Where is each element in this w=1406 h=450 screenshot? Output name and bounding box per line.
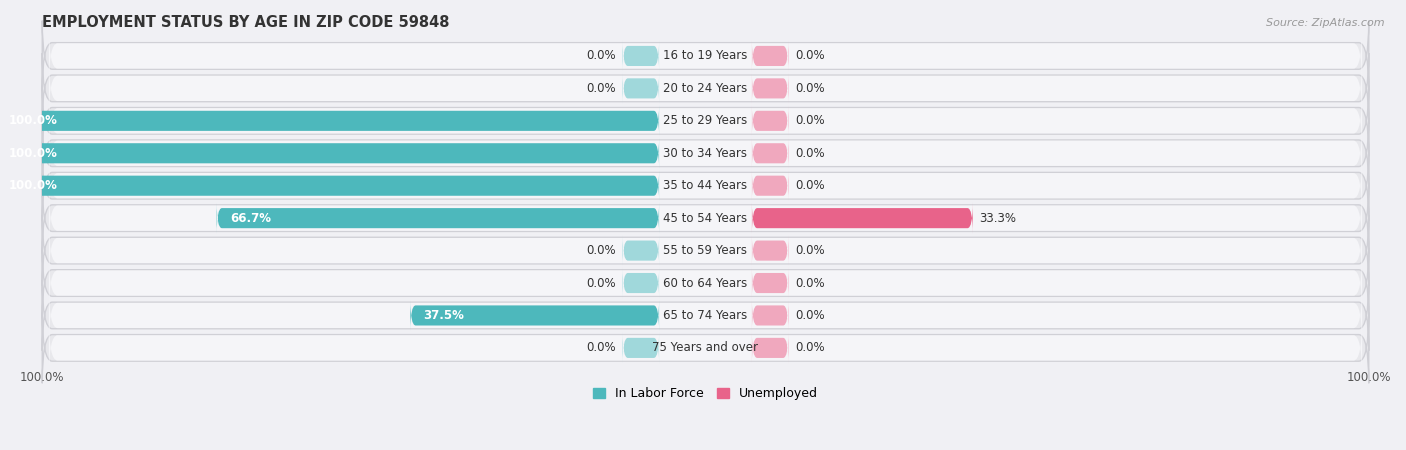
Text: 60 to 64 Years: 60 to 64 Years <box>664 276 748 289</box>
Text: 25 to 29 Years: 25 to 29 Years <box>664 114 748 127</box>
Text: 20 to 24 Years: 20 to 24 Years <box>664 82 748 95</box>
Text: 0.0%: 0.0% <box>586 342 616 355</box>
Text: 0.0%: 0.0% <box>794 114 825 127</box>
FancyBboxPatch shape <box>42 21 1369 91</box>
FancyBboxPatch shape <box>623 72 659 104</box>
FancyBboxPatch shape <box>217 202 659 234</box>
FancyBboxPatch shape <box>49 91 1362 150</box>
FancyBboxPatch shape <box>752 202 973 234</box>
Text: 35 to 44 Years: 35 to 44 Years <box>664 179 748 192</box>
Text: 0.0%: 0.0% <box>586 244 616 257</box>
Text: 0.0%: 0.0% <box>794 50 825 63</box>
Text: 0.0%: 0.0% <box>794 179 825 192</box>
Text: 33.3%: 33.3% <box>980 212 1017 225</box>
Text: 30 to 34 Years: 30 to 34 Years <box>664 147 748 160</box>
FancyBboxPatch shape <box>623 40 659 72</box>
FancyBboxPatch shape <box>49 59 1362 118</box>
Text: 0.0%: 0.0% <box>794 82 825 95</box>
Text: 55 to 59 Years: 55 to 59 Years <box>664 244 748 257</box>
FancyBboxPatch shape <box>49 189 1362 248</box>
FancyBboxPatch shape <box>42 313 1369 383</box>
Text: 0.0%: 0.0% <box>794 244 825 257</box>
FancyBboxPatch shape <box>752 105 789 137</box>
Text: 0.0%: 0.0% <box>586 50 616 63</box>
FancyBboxPatch shape <box>623 235 659 266</box>
FancyBboxPatch shape <box>49 286 1362 345</box>
FancyBboxPatch shape <box>752 267 789 299</box>
Text: 65 to 74 Years: 65 to 74 Years <box>664 309 748 322</box>
FancyBboxPatch shape <box>49 156 1362 215</box>
FancyBboxPatch shape <box>42 150 1369 221</box>
FancyBboxPatch shape <box>42 248 1369 319</box>
Text: 0.0%: 0.0% <box>794 342 825 355</box>
FancyBboxPatch shape <box>42 215 1369 286</box>
Text: 100.0%: 100.0% <box>8 179 58 192</box>
FancyBboxPatch shape <box>42 183 1369 253</box>
Text: 0.0%: 0.0% <box>794 276 825 289</box>
FancyBboxPatch shape <box>623 332 659 364</box>
FancyBboxPatch shape <box>752 332 789 364</box>
Text: 75 Years and over: 75 Years and over <box>652 342 758 355</box>
Text: 45 to 54 Years: 45 to 54 Years <box>664 212 748 225</box>
FancyBboxPatch shape <box>0 170 659 202</box>
Text: 37.5%: 37.5% <box>423 309 464 322</box>
Text: 100.0%: 100.0% <box>8 147 58 160</box>
Legend: In Labor Force, Unemployed: In Labor Force, Unemployed <box>588 382 823 405</box>
Text: 0.0%: 0.0% <box>586 82 616 95</box>
Text: 0.0%: 0.0% <box>794 309 825 322</box>
FancyBboxPatch shape <box>0 137 659 169</box>
FancyBboxPatch shape <box>42 280 1369 351</box>
FancyBboxPatch shape <box>752 235 789 266</box>
FancyBboxPatch shape <box>623 267 659 299</box>
FancyBboxPatch shape <box>0 105 659 137</box>
FancyBboxPatch shape <box>752 40 789 72</box>
Text: 16 to 19 Years: 16 to 19 Years <box>664 50 748 63</box>
FancyBboxPatch shape <box>49 319 1362 378</box>
FancyBboxPatch shape <box>49 27 1362 86</box>
FancyBboxPatch shape <box>411 300 659 331</box>
FancyBboxPatch shape <box>49 124 1362 183</box>
FancyBboxPatch shape <box>752 72 789 104</box>
FancyBboxPatch shape <box>42 86 1369 156</box>
FancyBboxPatch shape <box>42 53 1369 124</box>
FancyBboxPatch shape <box>49 221 1362 280</box>
Text: 0.0%: 0.0% <box>794 147 825 160</box>
Text: Source: ZipAtlas.com: Source: ZipAtlas.com <box>1267 18 1385 28</box>
Text: 100.0%: 100.0% <box>8 114 58 127</box>
FancyBboxPatch shape <box>42 118 1369 189</box>
Text: 66.7%: 66.7% <box>231 212 271 225</box>
FancyBboxPatch shape <box>752 137 789 169</box>
FancyBboxPatch shape <box>49 253 1362 313</box>
Text: EMPLOYMENT STATUS BY AGE IN ZIP CODE 59848: EMPLOYMENT STATUS BY AGE IN ZIP CODE 598… <box>42 15 450 30</box>
Text: 0.0%: 0.0% <box>586 276 616 289</box>
FancyBboxPatch shape <box>752 170 789 202</box>
FancyBboxPatch shape <box>752 300 789 331</box>
